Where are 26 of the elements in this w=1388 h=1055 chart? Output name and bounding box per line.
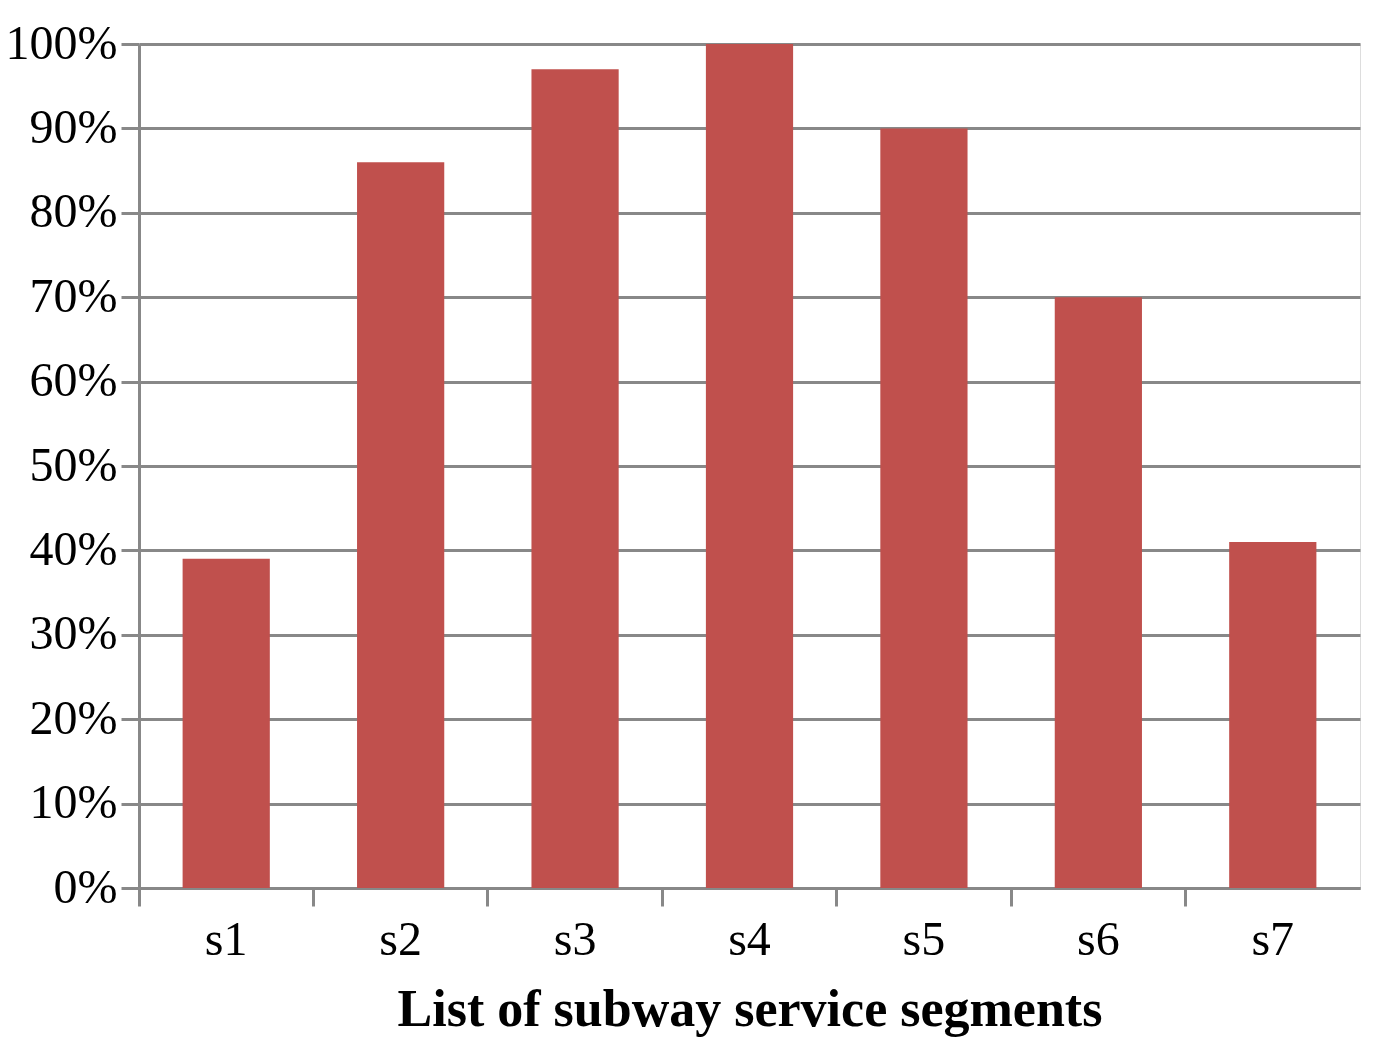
x-tick-label: s2 [379, 911, 422, 965]
y-tick-label: 20% [29, 690, 118, 744]
bar [1229, 541, 1317, 888]
bar [182, 558, 270, 888]
y-tick-label: 70% [29, 268, 118, 322]
bar [705, 44, 794, 888]
y-tick-label: 90% [29, 99, 118, 153]
y-tick-label: 80% [29, 184, 118, 238]
y-tick-label: 10% [29, 775, 118, 829]
y-tick-label: 30% [29, 606, 118, 660]
x-tick-label: s4 [728, 911, 771, 965]
x-tick-label: s5 [902, 911, 946, 965]
x-tick-label: s3 [553, 911, 597, 965]
y-tick-label: 40% [29, 521, 118, 575]
y-tick-label: 0% [53, 859, 118, 913]
y-tick-label: 100% [5, 15, 118, 69]
bar [357, 162, 445, 888]
x-axis-title: List of subway service segments [397, 979, 1103, 1037]
bar [880, 128, 968, 888]
x-tick-label: s6 [1077, 911, 1120, 965]
bar [1054, 297, 1142, 888]
bar [531, 69, 619, 888]
y-tick-label: 60% [29, 353, 118, 407]
x-tick-label: s1 [204, 911, 248, 965]
x-tick-label: s7 [1251, 911, 1295, 965]
y-tick-label: 50% [29, 437, 118, 491]
